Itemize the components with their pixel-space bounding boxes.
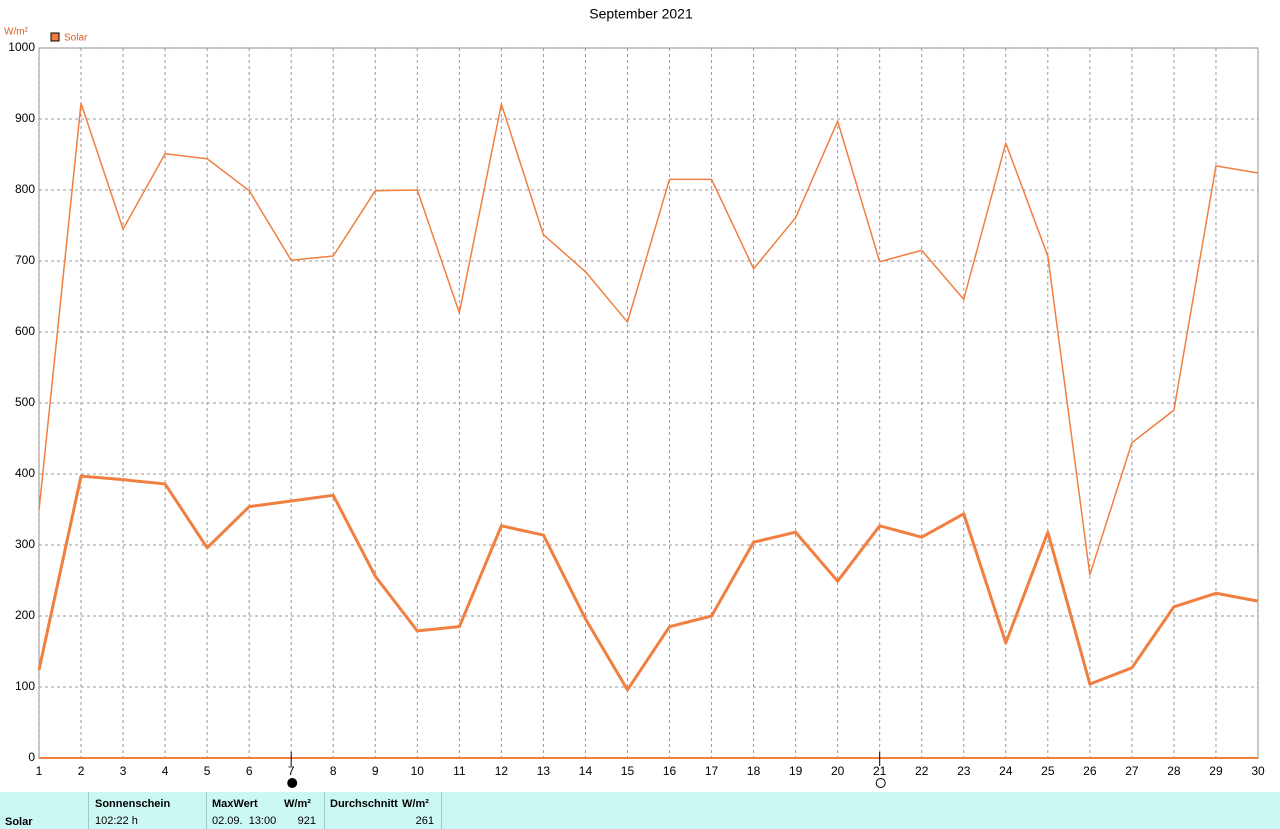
x-tick-label: 15 <box>621 764 635 778</box>
summary-table: Solar Sonnenschein 102:22 h MaxWert W/m²… <box>0 792 1280 829</box>
legend-swatch <box>50 32 60 42</box>
legend-label: Solar <box>64 33 88 44</box>
value: 921 <box>297 815 316 827</box>
x-tick-label: 18 <box>747 764 761 778</box>
x-tick-label: 24 <box>999 764 1013 778</box>
row-label: Solar <box>5 816 33 828</box>
x-tick-label: 14 <box>579 764 593 778</box>
x-tick-label: 1 <box>36 764 43 778</box>
y-tick-label: 500 <box>15 395 35 409</box>
x-tick-label: 20 <box>831 764 845 778</box>
x-tick-label: 30 <box>1251 764 1265 778</box>
header: Sonnenschein <box>95 798 171 810</box>
series-line <box>38 102 1259 576</box>
x-tick-label: 19 <box>789 764 803 778</box>
y-tick-label: 200 <box>15 608 35 622</box>
x-tick-label: 25 <box>1041 764 1055 778</box>
separator <box>324 792 325 829</box>
y-tick-label: 700 <box>15 253 35 267</box>
chart-title: September 2021 <box>589 6 693 22</box>
x-tick-label: 26 <box>1083 764 1097 778</box>
value: 261 <box>415 815 434 827</box>
y-tick-label: 300 <box>15 537 35 551</box>
x-tick-label: 5 <box>204 764 211 778</box>
x-tick-label: 29 <box>1209 764 1223 778</box>
y-unit: W/m² <box>4 27 29 38</box>
x-tick-label: 4 <box>162 764 169 778</box>
x-tick-label: 27 <box>1125 764 1139 778</box>
y-tick-label: 1000 <box>8 40 35 54</box>
x-tick-label: 16 <box>663 764 677 778</box>
y-tick-label: 800 <box>15 182 35 196</box>
moon-phase <box>875 778 886 788</box>
unit: W/m² <box>284 798 311 810</box>
x-tick-label: 13 <box>537 764 551 778</box>
x-tick-label: 10 <box>411 764 425 778</box>
y-tick-label: 900 <box>15 111 35 125</box>
x-tick-label: 8 <box>330 764 337 778</box>
unit: W/m² <box>402 798 429 810</box>
x-tick-label: 7 <box>288 764 295 778</box>
x-tick-label: 12 <box>495 764 509 778</box>
series-line <box>37 474 1259 692</box>
x-tick-label: 17 <box>705 764 719 778</box>
date: 02.09. 13:00 <box>212 815 277 827</box>
x-tick-label: 28 <box>1167 764 1181 778</box>
x-tick-label: 3 <box>120 764 127 778</box>
moon-phase <box>287 778 298 788</box>
separator <box>206 792 207 829</box>
x-tick-label: 6 <box>246 764 253 778</box>
y-tick-label: 400 <box>15 466 35 480</box>
value: 102:22 h <box>95 815 138 827</box>
chart: September 2021 W/m² Solar 0 100 200 300 400 5… <box>4 6 1265 788</box>
x-tick-label: 22 <box>915 764 929 778</box>
separator <box>88 792 89 829</box>
header: MaxWert <box>212 798 258 810</box>
x-tick-label: 21 <box>873 764 887 778</box>
x-tick-label: 2 <box>78 764 85 778</box>
y-tick-label: 600 <box>15 324 35 338</box>
header: Durchschnitt <box>330 798 398 810</box>
y-tick-label: 100 <box>15 679 35 693</box>
x-tick-label: 11 <box>453 764 466 778</box>
x-tick-label: 23 <box>957 764 971 778</box>
separator <box>441 792 442 829</box>
x-tick-label: 9 <box>372 764 379 778</box>
y-tick-label: 0 <box>28 750 35 764</box>
